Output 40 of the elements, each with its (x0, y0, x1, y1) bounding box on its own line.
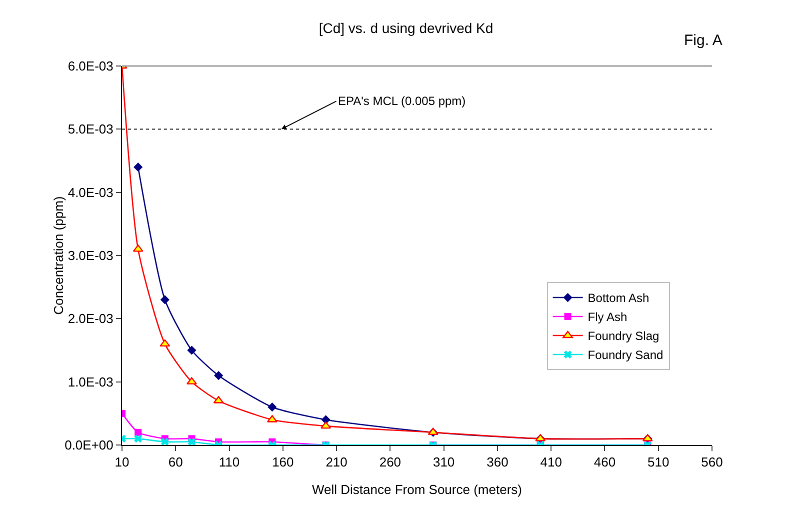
x-tick-label: 60 (168, 454, 183, 470)
x-tick-label: 10 (114, 454, 130, 470)
x-tick-label: 210 (326, 454, 348, 470)
x-tick-label: 310 (432, 454, 455, 470)
x-tick-label: 560 (701, 454, 723, 470)
x-tick-label: 460 (594, 454, 616, 470)
point (160, 339, 170, 347)
legend-label: Bottom Ash (588, 291, 650, 306)
y-tick-label: 3.0E-03 (68, 248, 114, 264)
point (187, 346, 196, 355)
x-tick-label: 510 (648, 454, 670, 470)
legend-label: Foundry Slag (588, 329, 660, 344)
point (134, 162, 143, 172)
x-tick-label: 360 (486, 454, 508, 470)
point (160, 438, 169, 445)
x-tick-label: 110 (218, 454, 240, 470)
y-axis-title: Concentration (ppm) (50, 196, 66, 315)
point (268, 402, 277, 412)
point (134, 428, 142, 436)
legend-label: Foundry Sand (588, 348, 664, 362)
x-axis-title: Well Distance From Source (meters) (312, 482, 522, 497)
y-tick-label: 6.0E-03 (68, 58, 114, 74)
legend-label: Fly Ash (588, 310, 628, 324)
text: Fig. A (684, 32, 722, 49)
y-tick-label: 0.0E+00 (64, 438, 114, 453)
point (214, 370, 224, 380)
x-tick-label: 160 (272, 454, 294, 470)
point (186, 377, 197, 384)
point (188, 438, 196, 445)
point (134, 434, 142, 443)
y-tick-label: 1.0E-03 (68, 374, 114, 390)
y-tick-label: 4.0E-03 (68, 184, 114, 200)
chart-title: [Cd] vs. d using devrived Kd (318, 20, 494, 36)
point (320, 421, 332, 429)
point (160, 295, 170, 304)
y-tick-label: 5.0E-03 (68, 122, 114, 137)
ref-line-label: EPA's MCL (0.005 ppm) (338, 94, 466, 108)
y-tick-label: 2.0E-03 (68, 311, 114, 326)
x-tick-label: 260 (379, 454, 402, 470)
x-tick-label: 410 (540, 454, 562, 470)
